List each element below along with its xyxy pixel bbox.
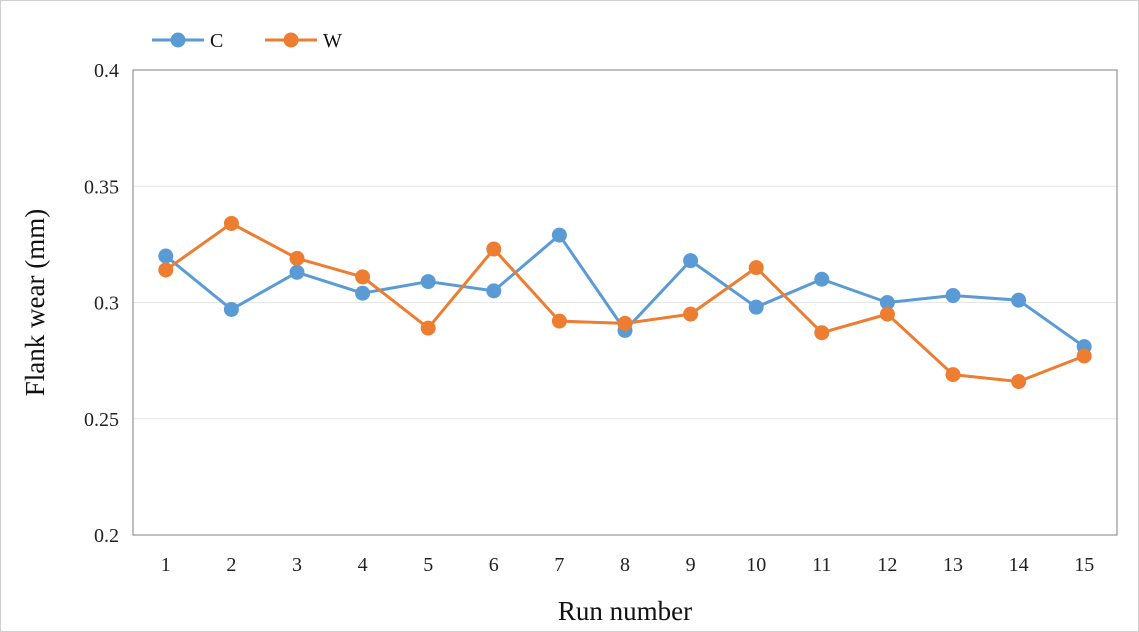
legend-item: C [152, 30, 223, 52]
data-point [945, 367, 961, 383]
legend-swatch-marker [283, 32, 299, 48]
data-point [420, 274, 436, 290]
data-point [355, 269, 371, 285]
data-point [617, 315, 633, 331]
x-tick-label: 8 [620, 554, 630, 576]
data-point [879, 306, 895, 322]
series-w [158, 215, 1092, 390]
data-point [486, 241, 502, 257]
legend-item: W [265, 30, 342, 52]
x-tick-label: 4 [358, 554, 368, 576]
y-tick-label: 0.3 [94, 293, 119, 315]
data-point [551, 227, 567, 243]
legend-label: C [210, 30, 223, 52]
data-point [551, 313, 567, 329]
data-point [1011, 374, 1027, 390]
legend-label: W [323, 30, 342, 52]
data-point [158, 262, 174, 278]
y-tick-label: 0.35 [84, 176, 119, 198]
data-point [223, 301, 239, 317]
legend-swatch-marker [170, 32, 186, 48]
data-point [814, 325, 830, 341]
x-tick-label: 15 [1074, 554, 1094, 576]
data-point [1011, 292, 1027, 308]
x-tick-label: 9 [686, 554, 696, 576]
x-tick-label: 10 [746, 554, 766, 576]
data-point [420, 320, 436, 336]
y-tick-label: 0.2 [94, 525, 119, 547]
x-tick-label: 2 [226, 554, 236, 576]
data-point [223, 215, 239, 231]
data-point [814, 271, 830, 287]
series-c [158, 227, 1092, 355]
data-point [355, 285, 371, 301]
gridlines [133, 185, 1117, 420]
x-tick-label: 11 [812, 554, 831, 576]
data-point [683, 306, 699, 322]
data-point [289, 250, 305, 266]
data-point [289, 264, 305, 280]
data-point [945, 288, 961, 304]
series-group [158, 215, 1092, 390]
x-tick-label: 3 [292, 554, 302, 576]
plot-area [132, 69, 1118, 536]
x-tick-label: 5 [423, 554, 433, 576]
x-tick-label: 13 [943, 554, 963, 576]
data-point [879, 295, 895, 310]
x-tick-label: 6 [489, 554, 499, 576]
x-tick-label: 1 [161, 554, 171, 576]
x-axis-ticks: 1 2 3 4 5 6 7 8 9 10 11 12 13 14 15 [161, 554, 1094, 576]
data-point [486, 283, 502, 299]
data-point [1076, 348, 1092, 364]
x-tick-label: 12 [877, 554, 897, 576]
data-point [748, 260, 764, 276]
y-tick-label: 0.25 [84, 409, 119, 431]
data-point [748, 299, 764, 315]
y-axis-title: Flank wear (mm) [20, 209, 50, 396]
x-tick-label: 7 [554, 554, 564, 576]
x-tick-label: 14 [1009, 554, 1029, 576]
data-point [158, 248, 174, 264]
y-tick-label: 0.4 [94, 60, 119, 82]
y-axis-ticks: 0.2 0.25 0.3 0.35 0.4 [84, 60, 119, 547]
x-axis-title: Run number [558, 596, 692, 626]
data-point [683, 253, 699, 269]
